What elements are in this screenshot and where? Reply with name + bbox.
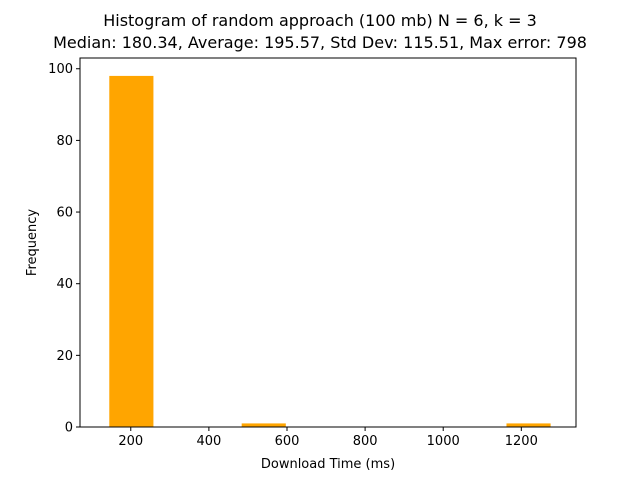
chart-title: Histogram of random approach (100 mb) N … xyxy=(103,11,537,30)
histogram-bar-9 xyxy=(506,423,551,427)
x-tick-label: 600 xyxy=(275,434,300,449)
axes-frame xyxy=(79,57,577,428)
x-tick-label: 400 xyxy=(196,434,221,449)
y-tick-label: 40 xyxy=(56,277,73,292)
y-tick-label: 0 xyxy=(65,421,73,436)
x-tick-label: 1000 xyxy=(427,434,460,449)
histogram-bar-0 xyxy=(109,75,154,427)
y-tick-label: 20 xyxy=(56,349,73,364)
x-tick-label: 1200 xyxy=(505,434,538,449)
x-tick-label: 200 xyxy=(118,434,143,449)
y-ticks: 0 20 40 60 80 100 xyxy=(48,62,80,436)
bars-group xyxy=(109,75,551,427)
x-axis-label: Download Time (ms) xyxy=(261,457,395,472)
x-ticks: 200 400 600 800 1000 1200 xyxy=(118,427,538,449)
y-axis-label: Frequency xyxy=(25,209,40,276)
y-tick-label: 100 xyxy=(48,62,73,77)
x-tick-label: 800 xyxy=(353,434,378,449)
histogram-bar-3 xyxy=(241,423,286,427)
y-tick-label: 80 xyxy=(56,134,73,149)
y-tick-label: 60 xyxy=(56,206,73,221)
chart-subtitle: Median: 180.34, Average: 195.57, Std Dev… xyxy=(53,33,587,52)
